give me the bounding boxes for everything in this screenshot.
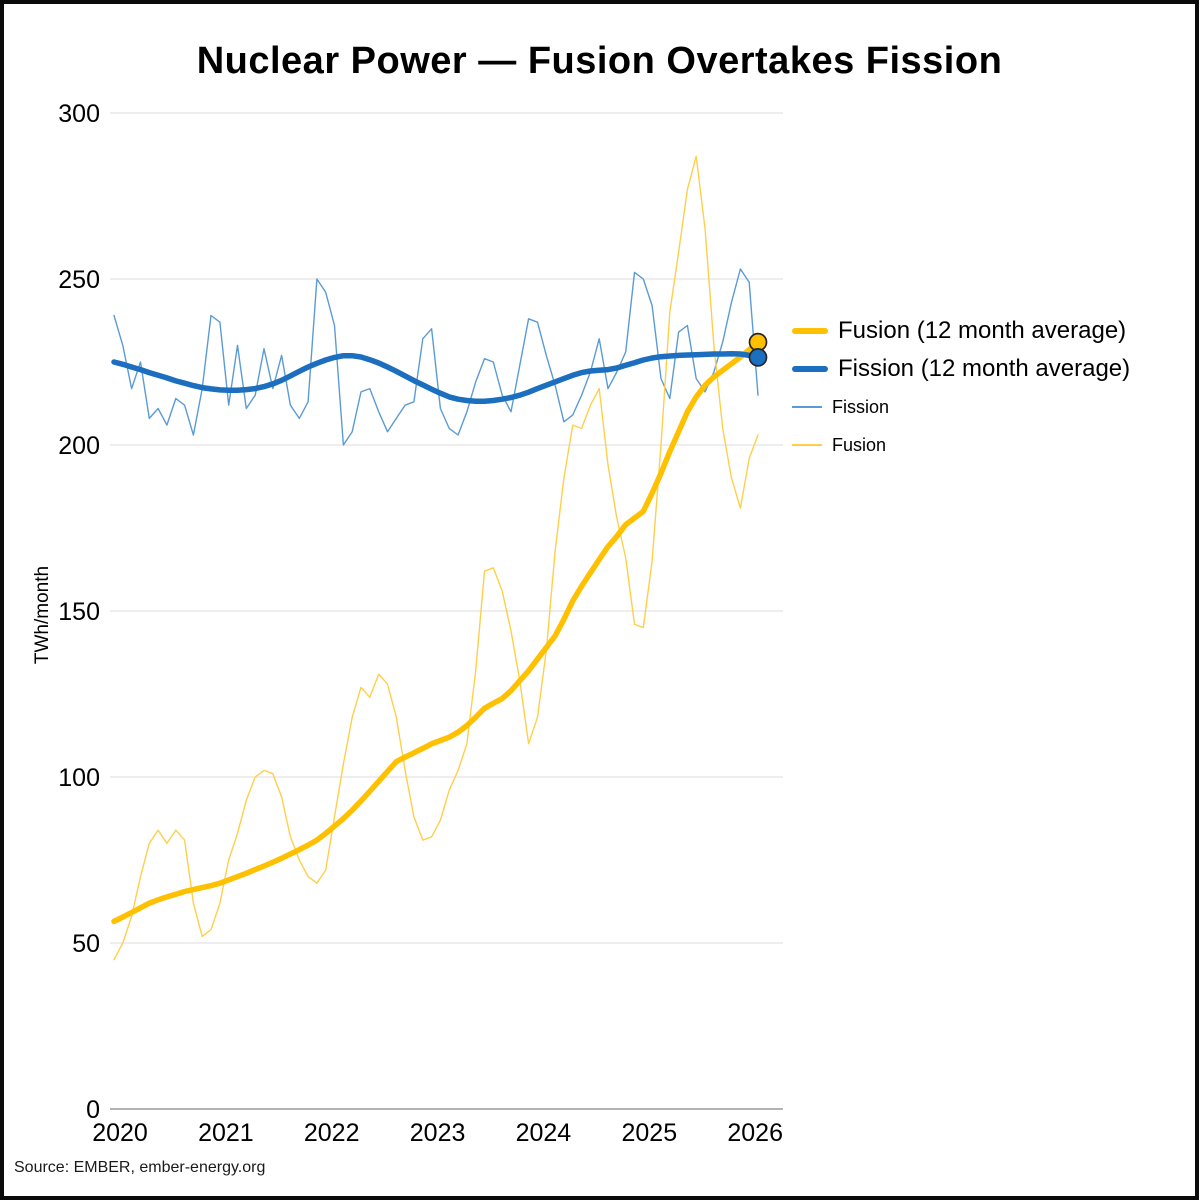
source-note: Source: EMBER, ember-energy.org (14, 1159, 266, 1176)
y-tick-label: 0 (86, 1096, 100, 1124)
fusion-12-month-average-line (111, 339, 761, 925)
fission-line (113, 268, 759, 446)
y-tick-label: 150 (58, 598, 100, 626)
y-tick-label: 200 (58, 432, 100, 460)
x-tick-label: 2023 (410, 1119, 466, 1147)
x-tick-label: 2022 (304, 1119, 360, 1147)
y-tick-label: 50 (72, 930, 100, 958)
y-tick-label: 100 (58, 764, 100, 792)
legend-item-fusion-monthly: Fusion (792, 426, 1130, 464)
x-tick-label: 2021 (198, 1119, 254, 1147)
x-tick-label: 2020 (92, 1119, 148, 1147)
x-tick-label: 2026 (727, 1119, 783, 1147)
fission-monthly-line-swatch (792, 406, 822, 408)
fission-12-month-average-line (111, 350, 761, 404)
fission-12-month-average-end-dot (748, 348, 768, 367)
legend-item-fission-monthly: Fission (792, 388, 1130, 426)
legend: Fusion (12 month average) Fission (12 mo… (792, 312, 1130, 464)
legend-item-fusion-average: Fusion (12 month average) (792, 312, 1130, 350)
chart-title: Nuclear Power — Fusion Overtakes Fission (196, 40, 1003, 82)
x-tick-label: 2025 (621, 1119, 677, 1147)
fusion-line (113, 155, 759, 961)
x-tick-label: 2024 (516, 1119, 572, 1147)
legend-item-fission-average: Fission (12 month average) (792, 350, 1130, 388)
y-tick-label: 250 (58, 266, 100, 294)
fission-average-line-swatch (792, 366, 828, 372)
y-tick-label: 300 (58, 100, 100, 128)
fusion-average-line-swatch (792, 328, 828, 334)
fusion-monthly-line-swatch (792, 444, 822, 446)
legend-label: Fusion (12 month average) (838, 317, 1127, 344)
legend-label: Fission (832, 396, 890, 417)
y-axis-title: TWh/month (32, 565, 53, 665)
legend-label: Fusion (832, 434, 887, 455)
legend-label: Fission (12 month average) (838, 355, 1131, 382)
